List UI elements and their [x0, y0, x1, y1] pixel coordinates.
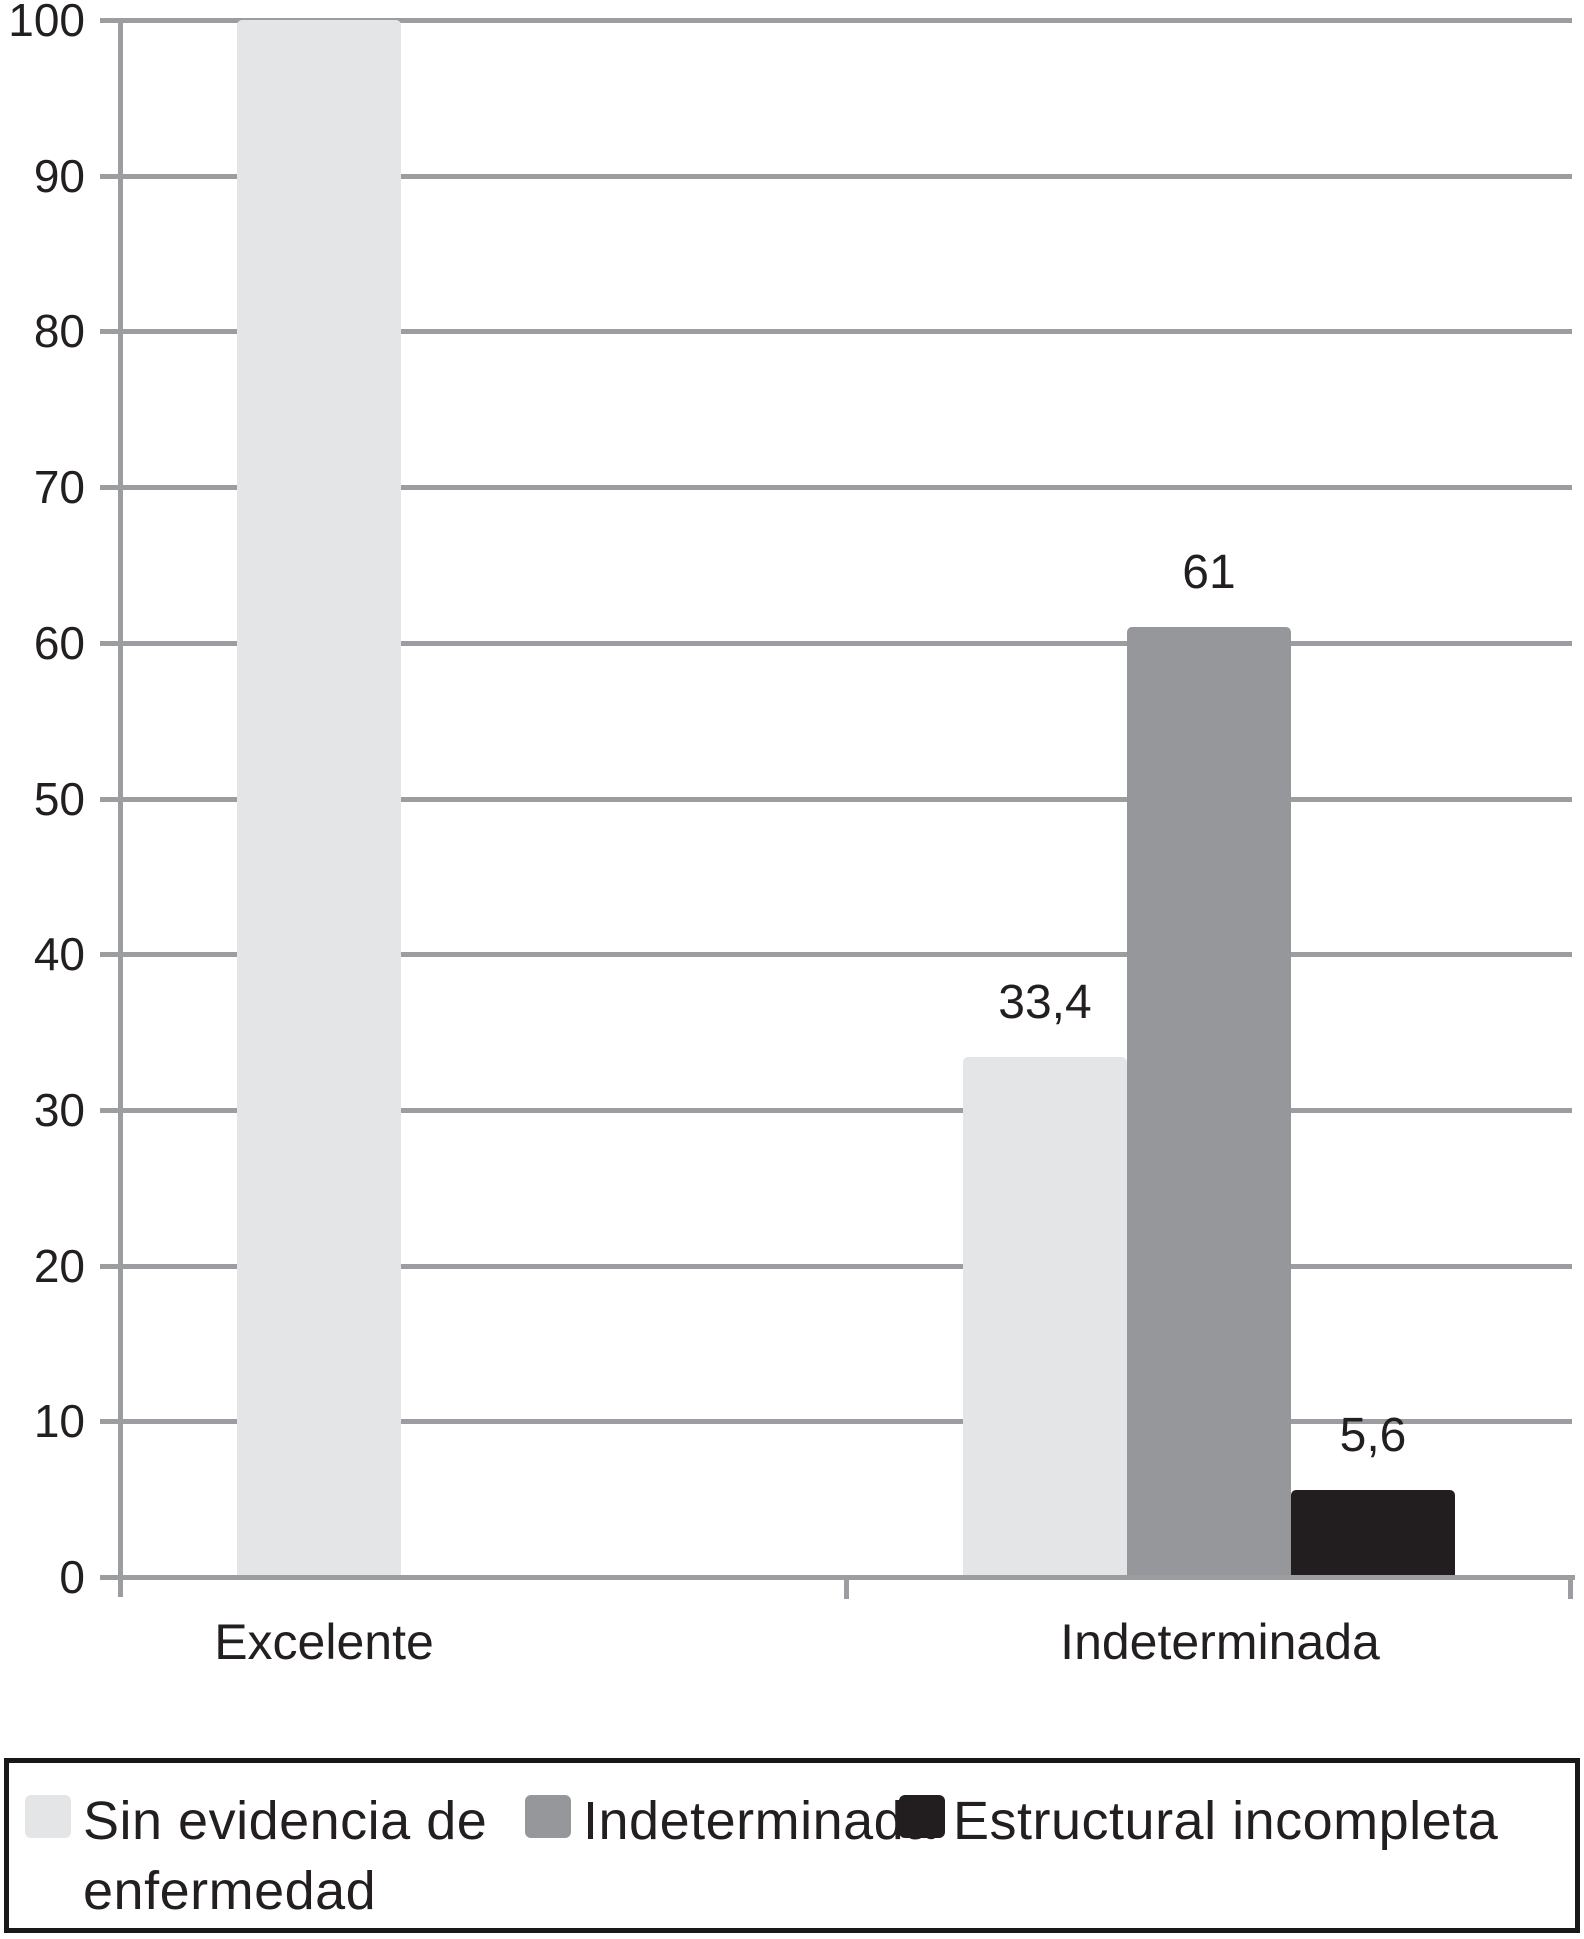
y-tick-label: 20	[33, 1239, 85, 1292]
gridline	[100, 640, 1572, 646]
y-tick-label: 60	[33, 616, 85, 669]
bar-value-label: 61	[1182, 546, 1236, 600]
legend-swatch-indeterminada	[525, 1795, 571, 1838]
x-axis-tick	[1568, 1577, 1573, 1599]
gridline	[100, 1107, 1572, 1113]
y-tick-label: 50	[33, 772, 85, 825]
gridline	[100, 1263, 1572, 1269]
y-tick-label: 100	[8, 0, 85, 46]
gridline	[100, 173, 1572, 179]
bar	[1127, 627, 1291, 1577]
bar	[1291, 1489, 1455, 1577]
legend-swatch-sin-evidencia	[25, 1795, 71, 1838]
category-label-excelente: Excelente	[214, 1614, 434, 1670]
y-tick-label: 40	[33, 928, 85, 981]
bar-value-label: 5,6	[1339, 1408, 1407, 1462]
plot-area: 0 10 20 30 40 50 60 70 80 90 100 33,4 61 5,6	[8, 0, 1575, 1603]
gridline	[100, 18, 1572, 23]
x-axis-tick	[844, 1577, 849, 1599]
gridline	[100, 485, 1572, 491]
y-tick-label: 30	[33, 1083, 85, 1136]
y-tick-label: 90	[33, 149, 85, 202]
gridline	[100, 796, 1572, 802]
bar	[237, 20, 401, 1577]
y-tick-label: 70	[33, 461, 85, 514]
legend-swatch-estructural-incompleta	[899, 1795, 945, 1838]
bar-value-label: 33,4	[998, 975, 1092, 1029]
x-axis-line	[100, 1575, 1575, 1580]
legend-label-estructural-incompleta: Estructural incompleta	[953, 1791, 1499, 1851]
category-label-indeterminada: Indeterminada	[1060, 1614, 1380, 1670]
y-tick-label: 10	[33, 1395, 85, 1448]
y-tick-label: 0	[59, 1551, 85, 1603]
bar	[963, 1056, 1127, 1577]
y-axis-line	[118, 18, 123, 1597]
legend-label-sin-evidencia: Sin evidencia de enfermedad	[83, 1791, 488, 1921]
y-tick-label: 80	[33, 305, 85, 358]
gridline	[100, 1419, 1572, 1425]
legend-label-indeterminada: Indeterminada	[583, 1791, 935, 1851]
chart-legend: Sin evidencia de enfermedad Indeterminad…	[4, 1758, 1580, 1933]
gridline	[100, 952, 1572, 958]
gridline	[100, 329, 1572, 335]
